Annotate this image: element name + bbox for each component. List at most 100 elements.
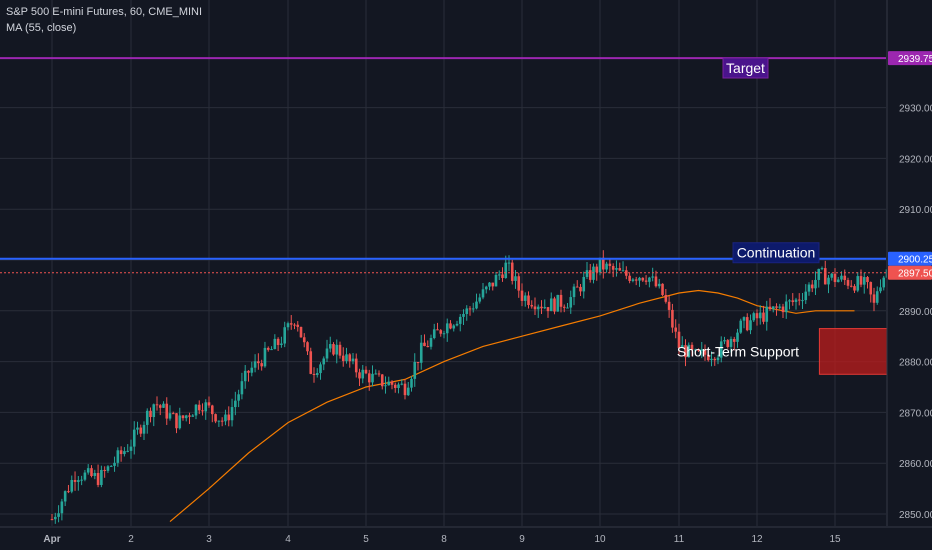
- candle-body: [625, 270, 628, 276]
- candle-body: [341, 355, 345, 362]
- candle-body: [693, 349, 697, 351]
- candle-body: [184, 415, 188, 419]
- candle-body: [556, 294, 560, 312]
- candle-body: [270, 349, 273, 351]
- symbol-title[interactable]: S&P 500 E-mini Futures, 60, CME_MINI: [6, 6, 203, 18]
- y-tick-label: 2870.00: [899, 408, 932, 419]
- candle-body: [621, 270, 625, 272]
- candle-body: [60, 501, 64, 514]
- candle-body: [315, 373, 319, 375]
- candle-body: [739, 320, 743, 333]
- candle-body: [410, 378, 413, 388]
- candle-body: [674, 327, 678, 332]
- candle-body: [791, 300, 795, 302]
- candle-body: [794, 299, 798, 302]
- candle-body: [843, 275, 847, 281]
- candle-body: [859, 276, 863, 285]
- candle-body: [758, 312, 762, 319]
- candle-body: [677, 331, 681, 349]
- candle-body: [588, 270, 592, 280]
- candle-body: [458, 316, 462, 324]
- continuation-label-box: [732, 242, 820, 264]
- candle-body: [700, 349, 704, 351]
- candle-body: [371, 373, 374, 383]
- candle-body: [592, 266, 595, 280]
- candle-body: [260, 363, 263, 367]
- candle-body: [197, 404, 201, 411]
- candle-body: [204, 402, 208, 412]
- candle-body: [559, 294, 563, 307]
- candle-body: [664, 294, 668, 302]
- candle-body: [416, 362, 420, 364]
- candle-body: [403, 383, 407, 396]
- candle-body: [432, 329, 436, 339]
- candle-body: [224, 414, 227, 422]
- candle-body: [514, 276, 517, 281]
- candle-body: [377, 373, 381, 375]
- ma-indicator-label[interactable]: MA (55, close): [6, 22, 77, 34]
- candle-body: [879, 287, 882, 292]
- candle-body: [201, 410, 204, 412]
- candle-body: [306, 342, 309, 352]
- candle-body: [439, 330, 443, 334]
- candle-body: [93, 473, 97, 476]
- candle-body: [723, 340, 726, 342]
- candle-body: [661, 283, 664, 295]
- candle-body: [667, 301, 671, 310]
- candle-body: [872, 294, 876, 303]
- candle-body: [690, 344, 694, 351]
- candle-body: [745, 317, 749, 331]
- candle-body: [332, 344, 335, 355]
- candle-body: [648, 277, 651, 282]
- candle-body: [86, 468, 90, 473]
- x-tick-label: 11: [674, 534, 685, 545]
- candle-body: [50, 519, 54, 521]
- candle-body: [80, 479, 83, 481]
- candle-body: [755, 313, 759, 319]
- candle-body: [83, 472, 87, 480]
- candle-body: [136, 427, 139, 430]
- candle-body: [869, 282, 873, 295]
- y-tick-label: 2910.00: [899, 205, 932, 216]
- candle-body: [266, 347, 270, 350]
- candle-body: [348, 354, 352, 362]
- candle-body: [168, 413, 172, 419]
- candle-body: [325, 348, 329, 359]
- candle-body: [299, 326, 303, 338]
- time-axis[interactable]: Apr 2 3 4 5 8 9 10 11 12 15: [0, 526, 932, 550]
- candle-body: [250, 367, 254, 373]
- candle-body: [155, 404, 159, 406]
- candle-body: [214, 414, 217, 422]
- candle-body: [338, 344, 342, 356]
- candle-body: [762, 312, 765, 322]
- candle-body: [109, 465, 113, 467]
- candle-body: [497, 274, 501, 276]
- candle-body: [814, 279, 817, 289]
- candle-body: [491, 282, 495, 287]
- candle-body: [400, 383, 404, 385]
- candle-body: [713, 358, 717, 361]
- candle-body: [289, 323, 293, 325]
- candle-body: [543, 307, 547, 309]
- candle-body: [579, 286, 582, 292]
- candle-body: [77, 480, 80, 482]
- candle-body: [833, 273, 837, 283]
- candle-body: [312, 373, 316, 375]
- candle-body: [797, 299, 801, 301]
- candle-body: [572, 286, 576, 298]
- candle-body: [765, 306, 769, 322]
- candle-body: [152, 404, 156, 418]
- x-tick-label: 10: [594, 534, 606, 545]
- candle-body: [830, 273, 834, 278]
- candle-body: [367, 373, 371, 383]
- candle-body: [520, 290, 524, 301]
- candle-body: [426, 346, 430, 348]
- candle-body: [220, 420, 224, 422]
- candle-body: [827, 277, 830, 285]
- price-axis[interactable]: 2850.00 2860.00 2870.00 2880.00 2890.00 2900.…: [886, 0, 932, 550]
- candle-body: [397, 384, 400, 388]
- y-tick-label: 2850.00: [899, 510, 932, 521]
- candle-body: [230, 407, 234, 421]
